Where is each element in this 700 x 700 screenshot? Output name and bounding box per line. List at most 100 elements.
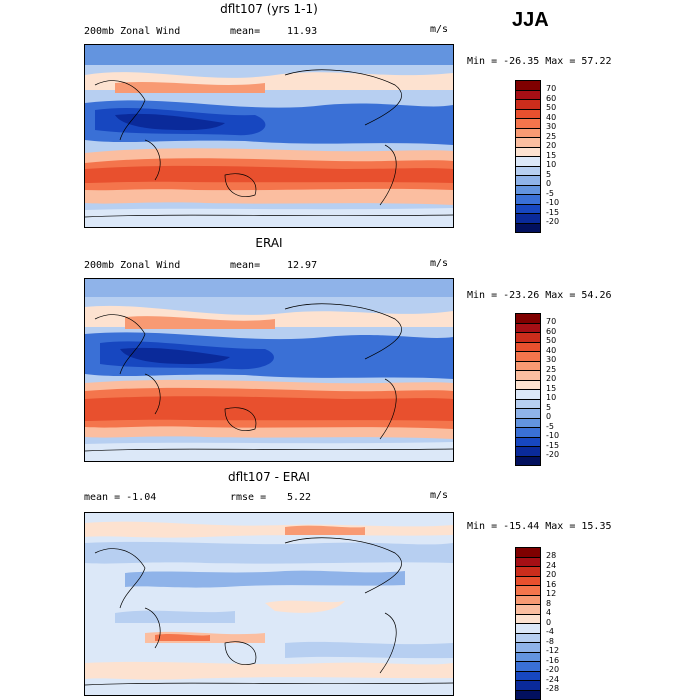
colorbar-tick-label: -28 [546, 684, 560, 693]
panel3-rmse-value: 5.22 [287, 492, 312, 503]
colorbar-tick-label: 70 [546, 84, 557, 93]
colorbar-tick-label: 15 [546, 150, 557, 160]
colorbar-tick-label: 50 [546, 336, 557, 345]
colorbar-swatch [516, 370, 540, 380]
colorbar-swatch [516, 427, 540, 437]
panel2-mean-value: 12.97 [287, 260, 318, 271]
colorbar-tick-label: -15 [546, 440, 560, 450]
colorbar-tick-label: -5 [546, 188, 554, 198]
panel3-mean-label: mean = -1.04 [84, 492, 157, 503]
colorbar-swatch [516, 556, 540, 566]
colorbar-swatch [516, 118, 540, 128]
panel1-mean-label: mean= [230, 26, 261, 37]
colorbar-swatch [516, 341, 540, 351]
panel1-minmax: Min = -26.35 Max = 57.22 [467, 56, 612, 67]
panel1-colorbar-labels: 70 60 50 40 30 25 20 15 10 5 0 -5 -10 -15 -20 [546, 84, 559, 227]
panel3-units: m/s [430, 490, 449, 501]
colorbar-swatch [516, 314, 540, 323]
colorbar-swatch [516, 604, 540, 614]
colorbar-swatch [516, 222, 540, 232]
colorbar-tick-label: 8 [546, 598, 552, 608]
colorbar-swatch [516, 184, 540, 194]
colorbar-tick-label: 30 [546, 122, 557, 131]
colorbar-swatch [516, 108, 540, 118]
colorbar-swatch [516, 623, 540, 633]
panel1-map [84, 44, 454, 228]
colorbar-tick-label: -16 [546, 655, 560, 665]
colorbar-swatch [516, 632, 540, 642]
panel1-mean-value: 11.93 [287, 26, 318, 37]
colorbar-tick-label: 24 [546, 560, 557, 570]
panel3-minmax: Min = -15.44 Max = 15.35 [467, 521, 612, 532]
panel1-title: dflt107 (yrs 1-1) [220, 2, 318, 16]
colorbar-swatch [516, 351, 540, 361]
colorbar-swatch [516, 379, 540, 389]
panel2-minmax: Min = -23.26 Max = 54.26 [467, 290, 612, 301]
panel2-title: ERAI [255, 236, 283, 250]
panel2-map [84, 278, 454, 462]
panel2-mean-label: mean= [230, 260, 261, 271]
colorbar-tick-label: -4 [546, 627, 554, 636]
panel2-colorbar-labels: 70 60 50 40 30 25 20 15 10 5 0 -5 -10 -15 -20 [546, 317, 559, 460]
colorbar-tick-label: 0 [546, 412, 552, 421]
colorbar-swatch [516, 642, 540, 652]
season-label: JJA [512, 9, 549, 31]
panel3-rmse-label: rmse = [230, 492, 267, 503]
colorbar-tick-label: 10 [546, 160, 557, 169]
colorbar-tick-label: 12 [546, 589, 557, 598]
colorbar-tick-label: -20 [546, 450, 560, 459]
colorbar-tick-label: -12 [546, 646, 560, 655]
colorbar-swatch [516, 651, 540, 661]
colorbar-swatch [516, 398, 540, 408]
colorbar-swatch [516, 137, 540, 147]
colorbar-tick-label: 20 [546, 141, 557, 150]
colorbar-swatch [516, 408, 540, 418]
colorbar-swatch [516, 89, 540, 99]
colorbar-swatch [516, 670, 540, 680]
colorbar-tick-label: 0 [546, 617, 552, 627]
colorbar-swatch [516, 436, 540, 446]
colorbar-swatch [516, 146, 540, 156]
panel2-variable-label: 200mb Zonal Wind [84, 260, 181, 271]
colorbar-swatch [516, 680, 540, 690]
colorbar-swatch [516, 689, 540, 699]
colorbar-tick-label: 40 [546, 345, 557, 355]
colorbar-tick-label: -5 [546, 421, 554, 431]
colorbar-swatch [516, 417, 540, 427]
panel2-units: m/s [430, 258, 449, 269]
colorbar-swatch [516, 548, 540, 557]
colorbar-tick-label: -8 [546, 636, 554, 646]
colorbar-swatch [516, 360, 540, 370]
panel3-colorbar-labels: 28 24 20 16 12 8 4 0 -4 -8 -12 -16 -20 -24 -28 [546, 551, 559, 694]
colorbar-swatch [516, 661, 540, 671]
colorbar-swatch [516, 613, 540, 623]
colorbar-tick-label: -10 [546, 431, 560, 440]
colorbar-swatch [516, 156, 540, 166]
colorbar-tick-label: -15 [546, 207, 560, 217]
colorbar-swatch [516, 127, 540, 137]
colorbar-swatch [516, 203, 540, 213]
colorbar-tick-label: 50 [546, 103, 557, 112]
colorbar-tick-label: 25 [546, 131, 557, 141]
colorbar-tick-label: 10 [546, 393, 557, 402]
colorbar-tick-label: -24 [546, 674, 560, 684]
colorbar-tick-label: 20 [546, 374, 557, 383]
colorbar-swatch [516, 566, 540, 576]
colorbar-tick-label: 40 [546, 112, 557, 122]
colorbar-swatch [516, 585, 540, 595]
colorbar-swatch [516, 446, 540, 456]
colorbar-swatch [516, 81, 540, 90]
colorbar-swatch [516, 165, 540, 175]
panel3-map [84, 512, 454, 696]
panel1-colorbar [515, 80, 541, 233]
colorbar-tick-label: 4 [546, 608, 552, 617]
colorbar-tick-label: 0 [546, 179, 552, 188]
colorbar-tick-label: 5 [546, 402, 552, 412]
colorbar-tick-label: 28 [546, 551, 557, 560]
colorbar-tick-label: 15 [546, 383, 557, 393]
colorbar-tick-label: 5 [546, 169, 552, 179]
colorbar-swatch [516, 332, 540, 342]
colorbar-tick-label: 70 [546, 317, 557, 326]
panel3-colorbar [515, 547, 541, 700]
colorbar-tick-label: 16 [546, 579, 557, 589]
